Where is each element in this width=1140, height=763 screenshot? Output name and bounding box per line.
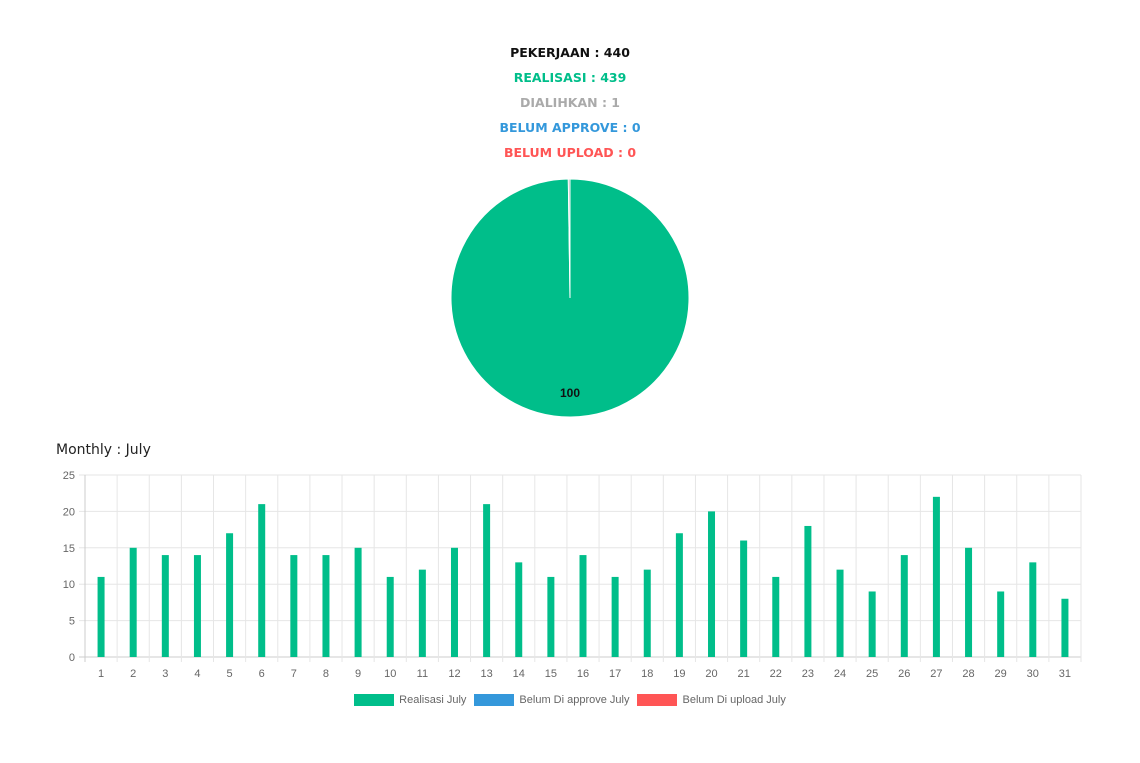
bar-realisasi-july-20[interactable] bbox=[708, 511, 716, 657]
bar-realisasi-july-5[interactable] bbox=[226, 533, 234, 657]
dialihkan-total: DIALIHKAN : 1 bbox=[520, 95, 620, 110]
bar-realisasi-july-23[interactable] bbox=[804, 525, 812, 657]
x-tick-label: 31 bbox=[1059, 668, 1071, 680]
bar-realisasi-july-6[interactable] bbox=[258, 504, 266, 657]
x-tick-label: 17 bbox=[609, 668, 621, 680]
bar-realisasi-july-3[interactable] bbox=[161, 555, 169, 657]
bar-realisasi-july-21[interactable] bbox=[740, 540, 748, 657]
legend-label: Realisasi July bbox=[399, 694, 467, 706]
legend-item-belum-di-approve-july[interactable]: Belum Di approve July bbox=[474, 694, 629, 706]
y-tick-label: 15 bbox=[63, 543, 75, 555]
x-tick-label: 13 bbox=[480, 668, 492, 680]
x-tick-label: 29 bbox=[995, 668, 1007, 680]
x-tick-label: 24 bbox=[834, 668, 846, 680]
x-tick-label: 7 bbox=[291, 668, 297, 680]
bar-realisasi-july-19[interactable] bbox=[675, 533, 683, 657]
bar-realisasi-july-10[interactable] bbox=[386, 576, 394, 657]
bar-realisasi-july-31[interactable] bbox=[1061, 598, 1069, 657]
realisasi-total: REALISASI : 439 bbox=[513, 70, 627, 85]
bar-realisasi-july-30[interactable] bbox=[1029, 562, 1037, 657]
x-tick-label: 12 bbox=[448, 668, 460, 680]
bar-realisasi-july-7[interactable] bbox=[290, 555, 298, 657]
x-tick-label: 8 bbox=[323, 668, 329, 680]
bar-realisasi-july-4[interactable] bbox=[193, 555, 201, 657]
belum-approve-total: BELUM APPROVE : 0 bbox=[499, 120, 641, 135]
x-tick-label: 21 bbox=[738, 668, 750, 680]
legend-item-realisasi-july[interactable]: Realisasi July bbox=[354, 694, 466, 706]
bar-realisasi-july-22[interactable] bbox=[772, 576, 780, 657]
legend-item-belum-di-upload-july[interactable]: Belum Di upload July bbox=[637, 694, 786, 706]
legend-label: Belum Di upload July bbox=[682, 694, 786, 706]
bar-realisasi-july-25[interactable] bbox=[868, 591, 876, 657]
legend-label: Belum Di approve July bbox=[519, 694, 630, 706]
bar-realisasi-july-28[interactable] bbox=[965, 547, 973, 657]
y-tick-label: 20 bbox=[63, 506, 75, 518]
x-tick-label: 4 bbox=[194, 668, 200, 680]
bar-realisasi-july-16[interactable] bbox=[579, 555, 587, 657]
bar-realisasi-july-12[interactable] bbox=[450, 547, 458, 657]
x-tick-label: 23 bbox=[802, 668, 814, 680]
y-tick-label: 0 bbox=[69, 652, 75, 664]
monthly-title: Monthly : July bbox=[56, 442, 151, 458]
bar-realisasi-july-15[interactable] bbox=[547, 576, 555, 657]
x-tick-label: 1 bbox=[98, 668, 104, 680]
x-tick-label: 19 bbox=[673, 668, 685, 680]
pie-chart[interactable]: 100 bbox=[440, 170, 700, 430]
x-tick-label: 15 bbox=[545, 668, 557, 680]
x-tick-label: 10 bbox=[384, 668, 396, 680]
bar-realisasi-july-17[interactable] bbox=[611, 576, 619, 657]
x-tick-label: 20 bbox=[705, 668, 717, 680]
pie-slice-dialihkan[interactable] bbox=[567, 178, 571, 299]
x-tick-label: 11 bbox=[417, 668, 428, 680]
y-tick-label: 25 bbox=[63, 470, 75, 482]
x-tick-label: 5 bbox=[227, 668, 233, 680]
x-tick-label: 25 bbox=[866, 668, 878, 680]
bar-realisasi-july-24[interactable] bbox=[836, 569, 844, 657]
x-tick-label: 27 bbox=[930, 668, 942, 680]
bar-realisasi-july-11[interactable] bbox=[418, 569, 426, 657]
bar-realisasi-july-26[interactable] bbox=[900, 555, 908, 657]
bar-realisasi-july-1[interactable] bbox=[97, 576, 105, 657]
summary-panel: PEKERJAAN : 440 REALISASI : 439 DIALIHKA… bbox=[0, 40, 1140, 165]
x-tick-label: 26 bbox=[898, 668, 910, 680]
x-tick-label: 9 bbox=[355, 668, 361, 680]
chart-legend: Realisasi July Belum Di approve July Belum… bbox=[0, 694, 1140, 709]
x-tick-label: 18 bbox=[641, 668, 653, 680]
x-tick-label: 14 bbox=[513, 668, 525, 680]
bar-realisasi-july-9[interactable] bbox=[354, 547, 362, 657]
bar-realisasi-july-29[interactable] bbox=[997, 591, 1005, 657]
bar-realisasi-july-8[interactable] bbox=[322, 555, 330, 657]
x-tick-label: 22 bbox=[770, 668, 782, 680]
y-tick-label: 10 bbox=[63, 579, 75, 591]
legend-swatch bbox=[474, 694, 515, 706]
bar-realisasi-july-27[interactable] bbox=[932, 496, 940, 657]
x-tick-label: 30 bbox=[1027, 668, 1039, 680]
bar-realisasi-july-13[interactable] bbox=[483, 504, 491, 657]
bar-realisasi-july-18[interactable] bbox=[643, 569, 651, 657]
pekerjaan-total: PEKERJAAN : 440 bbox=[510, 45, 630, 60]
bar-realisasi-july-2[interactable] bbox=[129, 547, 137, 657]
bar-realisasi-july-14[interactable] bbox=[515, 562, 523, 657]
x-tick-label: 3 bbox=[162, 668, 168, 680]
legend-swatch bbox=[354, 694, 395, 706]
x-tick-label: 6 bbox=[259, 668, 265, 680]
x-tick-label: 28 bbox=[962, 668, 974, 680]
x-tick-label: 2 bbox=[130, 668, 136, 680]
belum-upload-total: BELUM UPLOAD : 0 bbox=[503, 145, 637, 160]
pie-data-label: 100 bbox=[560, 386, 580, 400]
y-tick-label: 5 bbox=[69, 616, 75, 628]
legend-swatch bbox=[637, 694, 678, 706]
x-tick-label: 16 bbox=[577, 668, 589, 680]
